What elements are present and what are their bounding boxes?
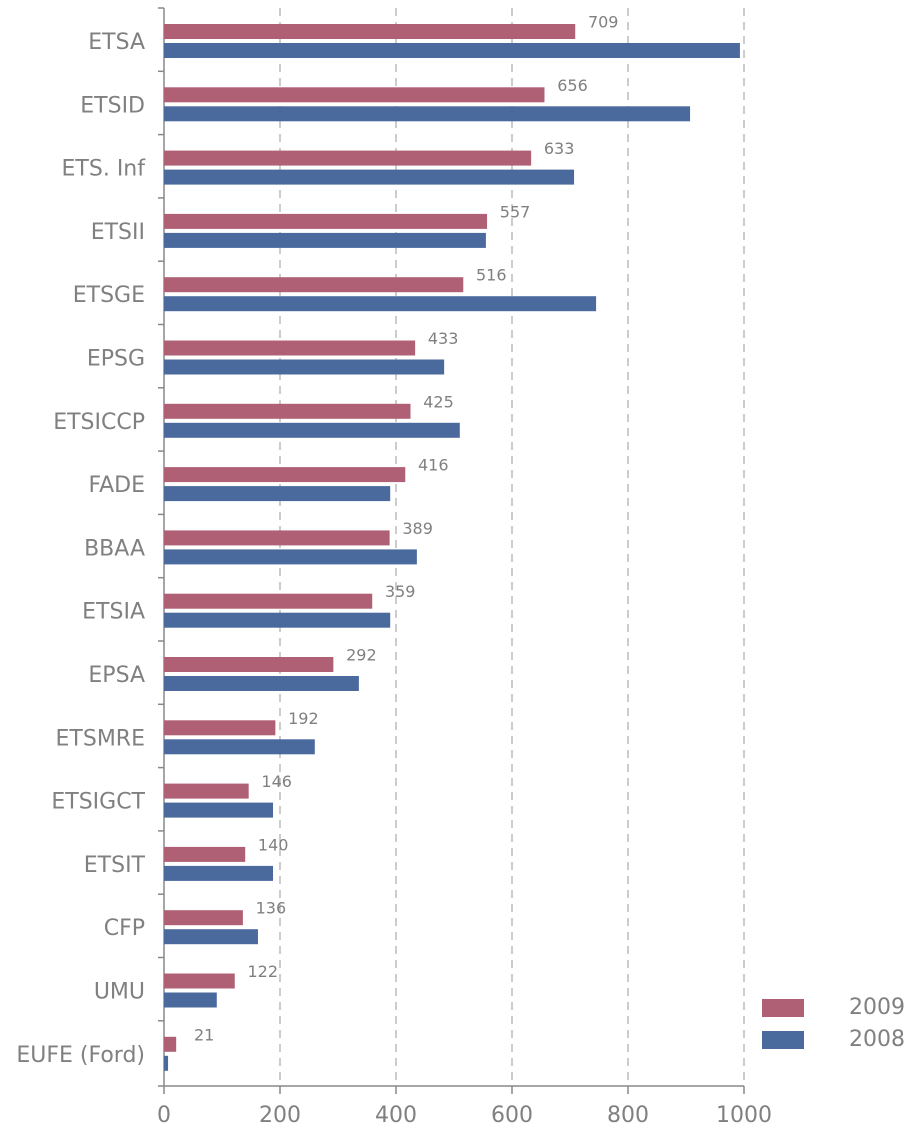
bar: [164, 720, 276, 736]
bar: [164, 802, 274, 818]
y-tick-label: EUFE (Ford): [16, 1043, 145, 1068]
bar: [164, 865, 274, 881]
bar: [164, 24, 576, 39]
legend-label: 2008: [849, 1027, 905, 1052]
x-tick-label: 0: [157, 1103, 171, 1128]
y-tick-label: ETSID: [80, 93, 145, 118]
bar: [164, 467, 406, 483]
y-tick-label: ETSICCP: [53, 410, 145, 435]
bar: [164, 973, 235, 989]
data-label: 389: [402, 519, 433, 538]
x-tick-label: 800: [607, 1103, 649, 1128]
data-label: 709: [588, 13, 619, 32]
bar: [164, 657, 334, 672]
y-tick-label: ETSA: [88, 30, 145, 55]
y-tick-label: EPSG: [87, 347, 145, 372]
bar: [164, 929, 258, 945]
data-label: 21: [194, 1025, 214, 1044]
data-label: 146: [261, 772, 292, 791]
bar: [164, 739, 315, 755]
legend-swatch: [762, 1031, 804, 1049]
y-tick-label: ETSIT: [84, 853, 146, 878]
y-tick-label: FADE: [88, 473, 145, 498]
bar: [164, 783, 249, 799]
x-tick-label: 600: [491, 1103, 533, 1128]
bar: [164, 87, 545, 103]
data-label: 656: [557, 76, 588, 95]
bar: [164, 676, 359, 691]
bar: [164, 43, 740, 58]
y-tick-label: UMU: [94, 980, 145, 1005]
bar: [164, 992, 217, 1008]
legend-swatch: [762, 999, 804, 1017]
bar: [164, 340, 416, 356]
y-tick-label: ETS. Inf: [62, 157, 147, 182]
bar: [164, 296, 597, 312]
x-tick-label: 200: [259, 1103, 301, 1128]
bar: [164, 106, 691, 122]
data-label: 516: [476, 266, 507, 285]
legend-label: 2009: [849, 995, 905, 1020]
y-tick-label: CFP: [104, 916, 145, 941]
data-label: 140: [258, 835, 289, 854]
y-tick-label: ETSIGCT: [51, 790, 145, 815]
bar: [164, 549, 417, 565]
bar: [164, 422, 460, 438]
data-label: 359: [385, 582, 416, 601]
bar: [164, 910, 243, 926]
bar: [164, 530, 390, 546]
data-label: 136: [256, 899, 287, 918]
y-tick-label: ETSMRE: [56, 726, 145, 751]
data-label: 122: [247, 962, 278, 981]
y-tick-label: ETSGE: [73, 283, 145, 308]
bar: [164, 1036, 177, 1052]
bar: [164, 213, 488, 229]
x-tick-label: 1000: [716, 1103, 772, 1128]
bar: [164, 846, 246, 862]
bar: [164, 486, 391, 502]
bar: [164, 277, 464, 293]
bar: [164, 403, 411, 419]
data-label: 433: [428, 329, 459, 348]
bar: [164, 359, 445, 375]
bar: [164, 232, 486, 248]
data-label: 633: [544, 139, 575, 158]
data-label: 557: [500, 202, 531, 221]
y-tick-label: BBAA: [84, 536, 145, 561]
bar: [164, 1055, 169, 1071]
bar: [164, 593, 373, 609]
y-tick-label: EPSA: [88, 663, 145, 688]
x-tick-label: 400: [375, 1103, 417, 1128]
data-label: 292: [346, 646, 377, 665]
bar: [164, 612, 391, 628]
y-tick-label: ETSIA: [82, 600, 145, 625]
data-label: 192: [288, 709, 319, 728]
bar: [164, 150, 532, 166]
data-label: 425: [423, 392, 454, 411]
bar: [164, 169, 575, 185]
data-label: 416: [418, 456, 449, 475]
y-tick-label: ETSII: [91, 220, 145, 245]
